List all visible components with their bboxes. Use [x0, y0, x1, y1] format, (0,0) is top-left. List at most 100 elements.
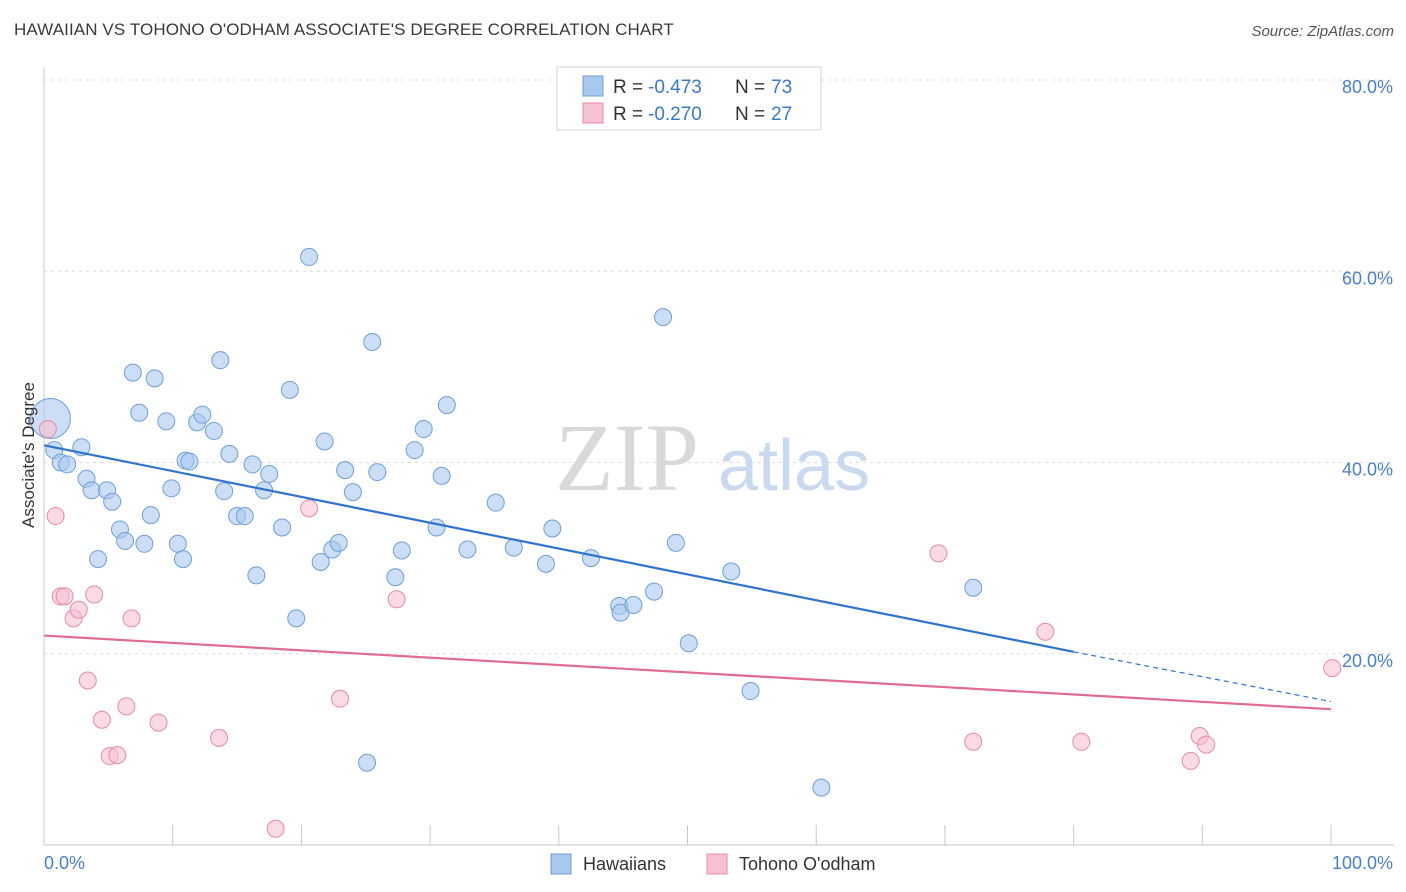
- y-tick-label-3: 80.0%: [1342, 77, 1393, 97]
- point-hawaiians-7: [89, 550, 108, 569]
- point-hawaiians-42: [329, 533, 348, 552]
- x-tick-label-0: 0.0%: [44, 853, 85, 873]
- stats-swatch-tohono: [582, 102, 604, 124]
- point-hawaiians-15: [141, 506, 160, 525]
- chart-title: HAWAIIAN VS TOHONO O'ODHAM ASSOCIATE'S D…: [14, 20, 674, 39]
- point-hawaiians-43: [336, 461, 355, 480]
- point-hawaiians-19: [168, 534, 187, 553]
- point-hawaiians-36: [280, 380, 299, 399]
- point-hawaiians-30: [235, 507, 254, 526]
- point-tohono-12: [122, 609, 141, 628]
- stats-swatch-hawaiians: [582, 75, 604, 97]
- point-hawaiians-31: [243, 455, 262, 474]
- point-hawaiians-3: [58, 455, 77, 474]
- stats-r-value-tohono: -0.270: [648, 104, 702, 125]
- point-hawaiians-49: [392, 541, 411, 560]
- point-hawaiians-71: [964, 578, 983, 597]
- point-hawaiians-65: [654, 308, 673, 327]
- point-tohono-16: [300, 499, 319, 518]
- stats-n-value-tohono: 27: [771, 104, 792, 125]
- point-tohono-6: [78, 671, 97, 690]
- point-tohono-0: [38, 420, 57, 439]
- point-hawaiians-34: [260, 464, 279, 483]
- y-tick-label-0: 20.0%: [1342, 651, 1393, 671]
- point-hawaiians-68: [722, 562, 741, 581]
- point-hawaiians-25: [204, 421, 223, 440]
- trend-line-hawaiians: [43, 444, 1074, 653]
- y-tick-label-2: 60.0%: [1342, 268, 1393, 288]
- point-tohono-5: [69, 600, 88, 619]
- x-tick-labels: 0.0% 100.0%: [44, 853, 1393, 873]
- point-hawaiians-13: [130, 403, 149, 422]
- legend-label-tohono: Tohono O'odham: [739, 854, 876, 874]
- point-hawaiians-45: [358, 753, 377, 772]
- point-hawaiians-48: [386, 568, 405, 587]
- trend-line-tohono: [43, 634, 1332, 711]
- point-hawaiians-44: [343, 483, 362, 502]
- point-hawaiians-35: [273, 518, 292, 537]
- point-tohono-13: [149, 713, 168, 732]
- point-hawaiians-53: [432, 466, 451, 485]
- point-hawaiians-59: [543, 519, 562, 538]
- point-tohono-21: [1036, 622, 1055, 641]
- point-tohono-15: [266, 819, 285, 838]
- point-tohono-10: [108, 746, 127, 765]
- point-tohono-18: [387, 590, 406, 609]
- point-hawaiians-27: [215, 482, 234, 501]
- point-hawaiians-26: [211, 351, 230, 370]
- point-hawaiians-60: [581, 549, 600, 568]
- y-tick-labels: 20.0% 40.0% 60.0% 80.0%: [1342, 77, 1393, 671]
- stats-r-label-hawaiians: R =: [613, 77, 643, 98]
- point-hawaiians-58: [536, 554, 555, 573]
- point-tohono-11: [117, 697, 136, 716]
- point-hawaiians-46: [363, 333, 382, 352]
- data-points: [29, 247, 1342, 838]
- watermark-atlas: atlas: [718, 426, 870, 506]
- point-hawaiians-14: [135, 534, 154, 553]
- point-hawaiians-6: [82, 481, 101, 500]
- point-hawaiians-18: [162, 479, 181, 498]
- grid-lines: [44, 79, 1394, 655]
- point-tohono-8: [92, 710, 111, 729]
- point-hawaiians-54: [437, 396, 456, 415]
- point-tohono-19: [929, 544, 948, 563]
- point-tohono-26: [1323, 659, 1342, 678]
- point-hawaiians-11: [116, 531, 135, 550]
- stats-r-value-hawaiians: -0.473: [648, 77, 702, 98]
- point-hawaiians-64: [645, 582, 664, 601]
- point-hawaiians-12: [123, 363, 142, 382]
- point-hawaiians-24: [193, 405, 212, 424]
- trend-line-extension-hawaiians: [1073, 651, 1332, 703]
- point-tohono-7: [85, 585, 104, 604]
- y-tick-label-1: 40.0%: [1342, 460, 1393, 480]
- point-hawaiians-40: [315, 432, 334, 451]
- point-hawaiians-69: [741, 682, 760, 701]
- point-hawaiians-17: [157, 412, 176, 431]
- point-hawaiians-70: [812, 778, 831, 797]
- legend-swatch-tohono: [706, 853, 728, 875]
- x-tick-label-1: 100.0%: [1332, 853, 1393, 873]
- point-hawaiians-66: [666, 533, 685, 552]
- point-hawaiians-9: [103, 492, 122, 511]
- stats-n-label-hawaiians: N =: [735, 77, 765, 98]
- source-credit: Source: ZipAtlas.com: [1251, 23, 1394, 40]
- point-hawaiians-51: [414, 420, 433, 439]
- point-hawaiians-32: [247, 566, 266, 585]
- point-tohono-3: [55, 587, 74, 606]
- legend-label-hawaiians: Hawaiians: [583, 854, 666, 874]
- point-tohono-23: [1181, 751, 1200, 770]
- point-tohono-1: [46, 507, 65, 526]
- stats-r-label-tohono: R =: [613, 104, 643, 125]
- point-hawaiians-38: [300, 247, 319, 266]
- point-hawaiians-52: [427, 518, 446, 537]
- legend-swatch-hawaiians: [550, 853, 572, 875]
- point-hawaiians-55: [458, 540, 477, 559]
- point-tohono-25: [1197, 735, 1216, 754]
- stats-n-value-hawaiians: 73: [771, 77, 792, 98]
- point-hawaiians-39: [311, 552, 330, 571]
- point-tohono-14: [210, 728, 229, 747]
- y-axis-label: Associate's Degree: [19, 382, 38, 528]
- point-hawaiians-50: [405, 441, 424, 460]
- point-tohono-20: [964, 732, 983, 751]
